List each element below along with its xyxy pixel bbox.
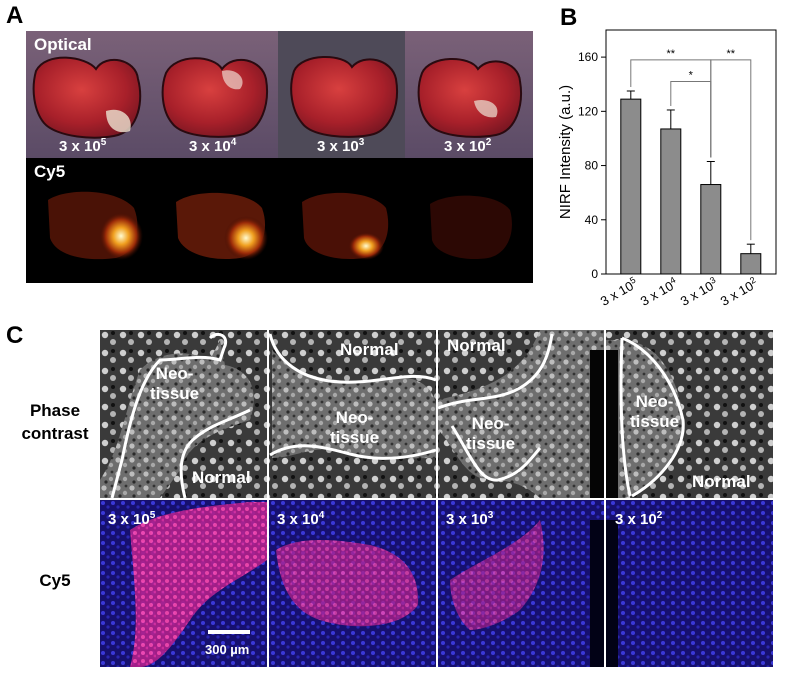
bar-1	[660, 128, 682, 275]
significance-label-1: *	[689, 70, 694, 82]
x-tick-label-3: 3 x 102	[717, 275, 760, 309]
liver-photo-4	[417, 57, 522, 138]
tile3-normal-label: Normal	[447, 336, 506, 355]
bar-0	[620, 98, 642, 275]
significance-label-0: **	[667, 48, 676, 60]
phase-tile-1	[100, 330, 267, 499]
tile2-neo-label: Neo-tissue	[330, 408, 380, 448]
cy5-conc-4: 3 x 102	[615, 510, 663, 528]
optical-image-strip: Optical 3 x 105 3 x 104 3 x 103 3 x 102	[26, 31, 533, 158]
plot-frame	[605, 29, 777, 275]
cy5-tile-3	[438, 500, 604, 667]
optical-conc-4: 3 x 102	[444, 137, 492, 155]
y-axis-label: NIRF Intensity (a.u.)	[557, 85, 574, 219]
cy5-conc-2: 3 x 104	[277, 510, 325, 528]
x-tick-label-1: 3 x 104	[637, 275, 680, 309]
cy5-conc-3: 3 x 103	[446, 510, 494, 528]
optical-conc-3: 3 x 103	[317, 137, 365, 155]
row-label-phase-contrast: Phase contrast	[21, 401, 89, 443]
histology-tiles	[100, 330, 773, 667]
bar-2	[700, 184, 722, 275]
panel-c-letter: C	[6, 322, 24, 349]
optical-liver-photos	[26, 31, 533, 158]
tile1-normal-label: Normal	[192, 468, 251, 487]
significance-label-2: **	[727, 48, 736, 60]
phase-tile-2	[268, 330, 437, 498]
phase-tile-4	[606, 330, 773, 498]
liver-photo-2	[161, 57, 268, 138]
y-tick-label-3: 120	[578, 104, 598, 118]
cy5-tile-1	[100, 500, 267, 667]
bar-3	[740, 253, 762, 275]
scale-bar-label: 300 µm	[205, 642, 250, 657]
scale-bar	[208, 630, 250, 634]
tile1-neo-label: Neo-tissue	[150, 364, 200, 404]
row-label-cy5: Cy5	[39, 571, 71, 590]
panel-b-letter: B	[560, 4, 578, 31]
panel-a-letter: A	[6, 2, 24, 29]
tile4-normal-label: Normal	[692, 472, 751, 491]
x-tick-label-2: 3 x 103	[677, 275, 720, 309]
cy5-tile-4	[606, 500, 773, 667]
y-tick-label-0: 0	[591, 267, 598, 281]
cy5-fluorescence-photos	[48, 191, 512, 260]
y-tick-label-1: 40	[585, 213, 599, 227]
cy5-tile-2	[269, 500, 436, 667]
tile4-neo-label: Neo-tissue	[630, 392, 680, 432]
phase-tile-3	[437, 330, 604, 498]
cy5-label: Cy5	[34, 162, 66, 181]
optical-conc-1: 3 x 105	[59, 137, 107, 155]
tile3-neo-label: Neo-tissue	[466, 414, 516, 454]
histology-grid: Neo-tissue Normal Normal Neo-tissue Norm…	[100, 330, 773, 667]
optical-label: Optical	[34, 35, 92, 54]
significance-bracket-2	[710, 59, 752, 241]
optical-conc-2: 3 x 104	[189, 137, 237, 155]
y-tick-label-4: 160	[578, 50, 598, 64]
x-tick-label-0: 3 x 105	[597, 275, 640, 309]
cy5-image-strip: Cy5	[26, 158, 533, 283]
liver-photo-1	[32, 56, 142, 139]
tile2-normal-label: Normal	[340, 340, 399, 359]
y-tick-label-2: 80	[585, 159, 599, 173]
liver-photo-3	[290, 55, 398, 138]
cy5-conc-1: 3 x 105	[108, 510, 156, 528]
